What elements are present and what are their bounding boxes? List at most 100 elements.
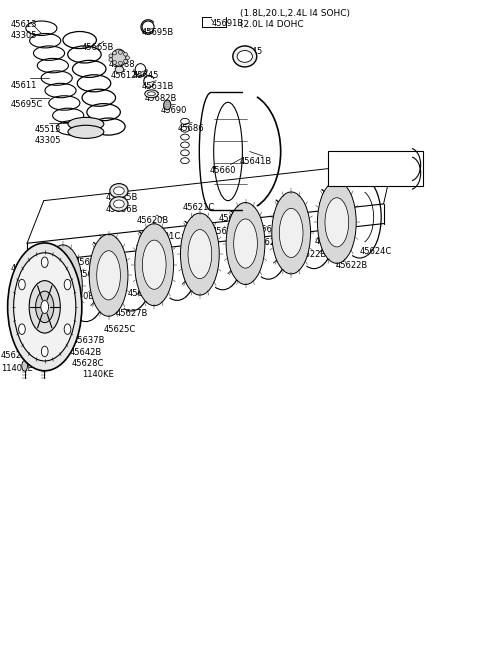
Text: 45624C: 45624C <box>360 246 392 256</box>
Ellipse shape <box>41 346 48 357</box>
Text: 45612: 45612 <box>111 71 137 80</box>
Ellipse shape <box>164 100 171 110</box>
Ellipse shape <box>68 118 104 131</box>
Text: 45625C: 45625C <box>104 325 136 334</box>
Text: 45621C: 45621C <box>345 174 378 183</box>
Ellipse shape <box>8 243 82 371</box>
Ellipse shape <box>89 235 128 316</box>
Ellipse shape <box>113 51 117 55</box>
Text: 45622B: 45622B <box>336 261 368 270</box>
Ellipse shape <box>126 56 130 60</box>
Text: 45613
43305: 45613 43305 <box>10 20 37 40</box>
Ellipse shape <box>113 60 117 64</box>
Text: 45695C: 45695C <box>10 101 43 109</box>
Ellipse shape <box>148 92 156 96</box>
FancyBboxPatch shape <box>327 152 423 185</box>
Ellipse shape <box>114 200 124 208</box>
Ellipse shape <box>234 219 257 268</box>
Text: 45621C: 45621C <box>218 214 251 223</box>
Text: 45632B: 45632B <box>77 270 109 279</box>
Ellipse shape <box>109 58 113 62</box>
Text: 45626B: 45626B <box>75 258 107 267</box>
Ellipse shape <box>135 224 174 306</box>
Text: 45627B: 45627B <box>116 309 148 318</box>
Text: 45621C: 45621C <box>314 237 347 246</box>
Ellipse shape <box>119 51 122 55</box>
Text: 45613T: 45613T <box>333 155 365 164</box>
Ellipse shape <box>272 192 311 274</box>
Text: (1.8L,20.L,2.4L I4 SOHC): (1.8L,20.L,2.4L I4 SOHC) <box>240 9 350 18</box>
Ellipse shape <box>114 187 124 194</box>
Ellipse shape <box>279 208 303 258</box>
Text: 45613T: 45613T <box>345 164 377 172</box>
Text: 45621C: 45621C <box>182 203 215 212</box>
Ellipse shape <box>123 52 127 56</box>
Text: 1140KE: 1140KE <box>0 364 33 373</box>
Text: 1140KE: 1140KE <box>82 371 114 380</box>
Ellipse shape <box>317 181 356 263</box>
Ellipse shape <box>97 251 120 300</box>
Text: 45621C: 45621C <box>333 166 366 175</box>
Ellipse shape <box>109 54 113 58</box>
Ellipse shape <box>41 300 48 313</box>
Ellipse shape <box>36 291 54 323</box>
Ellipse shape <box>145 90 158 98</box>
Text: 45620B: 45620B <box>137 216 169 225</box>
Text: 45682B: 45682B <box>144 94 177 102</box>
Ellipse shape <box>115 66 124 73</box>
Text: 45665B: 45665B <box>82 43 114 53</box>
Text: 45621C: 45621C <box>257 225 289 234</box>
Ellipse shape <box>226 202 265 284</box>
Text: 45622B: 45622B <box>254 238 287 247</box>
Ellipse shape <box>68 125 104 139</box>
Ellipse shape <box>325 198 348 247</box>
Ellipse shape <box>110 183 128 198</box>
Text: 45642B: 45642B <box>70 348 102 357</box>
Text: 45622B: 45622B <box>211 227 243 236</box>
Ellipse shape <box>19 279 25 290</box>
Text: 45636B: 45636B <box>106 204 139 214</box>
Text: 45266A: 45266A <box>10 264 43 273</box>
Ellipse shape <box>143 240 166 289</box>
Text: 45611: 45611 <box>10 81 36 89</box>
Text: 45631B: 45631B <box>142 82 174 91</box>
Text: 45688: 45688 <box>108 60 135 69</box>
Text: 45645: 45645 <box>132 71 159 80</box>
Ellipse shape <box>29 281 60 333</box>
Text: 45637B: 45637B <box>137 244 169 253</box>
Text: 45513
43305: 45513 43305 <box>34 125 60 145</box>
Text: 45622B: 45622B <box>295 250 327 259</box>
Text: 45691B: 45691B <box>211 19 243 28</box>
Ellipse shape <box>22 361 27 371</box>
Text: 45690: 45690 <box>161 106 187 114</box>
Ellipse shape <box>64 279 71 290</box>
Ellipse shape <box>64 324 71 334</box>
Text: 45637B: 45637B <box>72 336 105 346</box>
Ellipse shape <box>119 61 122 65</box>
Text: 45650B: 45650B <box>63 292 95 301</box>
Text: 45686: 45686 <box>178 124 204 133</box>
Ellipse shape <box>110 196 128 211</box>
Text: 45641B: 45641B <box>240 157 272 166</box>
Text: 45628C: 45628C <box>0 351 33 360</box>
Text: (2.0L I4 DOHC: (2.0L I4 DOHC <box>240 20 304 30</box>
Ellipse shape <box>112 49 126 66</box>
Text: 45621C: 45621C <box>149 232 181 241</box>
Ellipse shape <box>41 257 48 267</box>
Ellipse shape <box>180 213 219 295</box>
Ellipse shape <box>13 253 76 361</box>
Text: 45628C: 45628C <box>72 359 104 368</box>
Ellipse shape <box>44 245 82 327</box>
Text: 45635B: 45635B <box>106 193 138 202</box>
Text: 45633B: 45633B <box>36 281 69 290</box>
Text: 45945: 45945 <box>236 47 263 56</box>
Ellipse shape <box>188 229 212 279</box>
Text: 45695B: 45695B <box>142 28 174 37</box>
Text: 45623T: 45623T <box>128 289 159 298</box>
Ellipse shape <box>233 46 257 67</box>
Ellipse shape <box>21 270 26 277</box>
Text: 45660: 45660 <box>210 166 236 175</box>
Ellipse shape <box>41 361 47 371</box>
Ellipse shape <box>237 51 252 62</box>
Ellipse shape <box>51 261 75 311</box>
